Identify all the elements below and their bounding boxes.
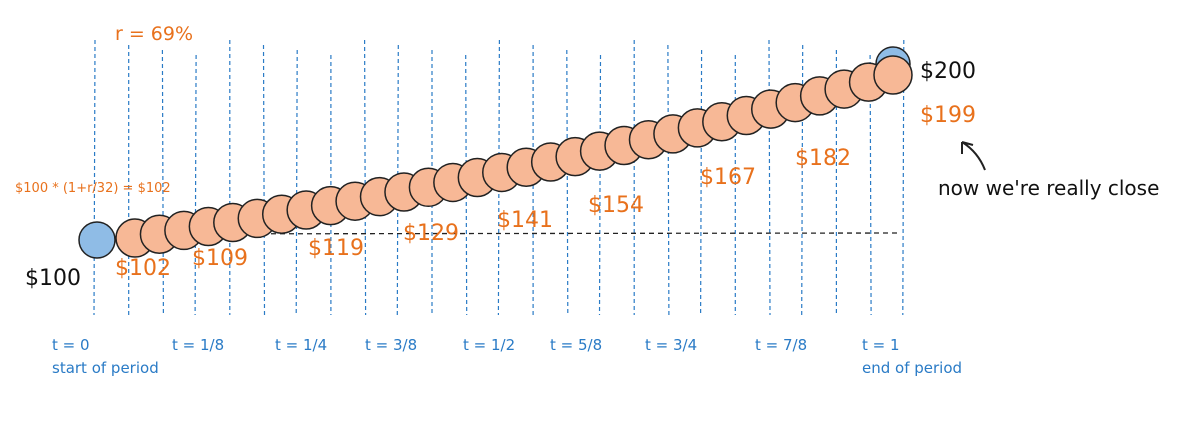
time-label: t = 1/8 (172, 336, 224, 354)
step-label: $129 (403, 221, 459, 246)
period-line (161, 49, 164, 316)
period-line (598, 54, 602, 316)
time-label: t = 7/8 (755, 336, 807, 354)
rate-label: r = 69% (115, 23, 193, 45)
step-label: $119 (308, 236, 364, 261)
note: now we're really close (938, 176, 1159, 200)
step-label: $154 (588, 193, 644, 218)
period-line (93, 39, 96, 316)
time-label: t = 0 (52, 336, 90, 354)
start-circle (78, 221, 116, 259)
period-line (262, 44, 266, 316)
time-labels: t = 0 t = 1/8 t = 1/4 t = 3/8 t = 1/2 t = 5/8… (52, 336, 900, 354)
time-label: t = 1 (862, 336, 900, 354)
time-label: t = 3/4 (645, 336, 697, 354)
start-caption: start of period (52, 359, 159, 377)
baseline (99, 232, 901, 235)
time-label: t = 1/2 (463, 336, 515, 354)
step-label: $141 (497, 208, 553, 233)
time-label: t = 5/8 (550, 336, 602, 354)
step-labels: $102 $109 $119 $129 $141 $154 $167 $182 (115, 146, 851, 281)
period-line (295, 49, 298, 316)
period-line (497, 39, 500, 316)
growth-circle (873, 55, 913, 95)
end-caption: end of period (862, 359, 962, 377)
period-line (667, 44, 670, 316)
step-label: $182 (795, 146, 851, 171)
step-label: $102 (115, 256, 171, 281)
start-value: $100 (25, 266, 81, 291)
time-label: t = 1/4 (275, 336, 327, 354)
period-line (566, 49, 569, 316)
growth-circles (115, 55, 913, 258)
formula: $100 * (1+r/32) = $102 (15, 181, 171, 196)
step-label: $109 (192, 246, 248, 271)
period-line (699, 49, 703, 316)
arrow (961, 141, 986, 171)
target-value: $200 (920, 59, 976, 84)
period-line (465, 54, 468, 316)
final-value: $199 (920, 103, 976, 128)
step-label: $167 (700, 165, 756, 190)
time-label: t = 3/8 (365, 336, 417, 354)
period-line (768, 39, 771, 316)
period-line (364, 39, 367, 316)
period-line (194, 54, 197, 316)
